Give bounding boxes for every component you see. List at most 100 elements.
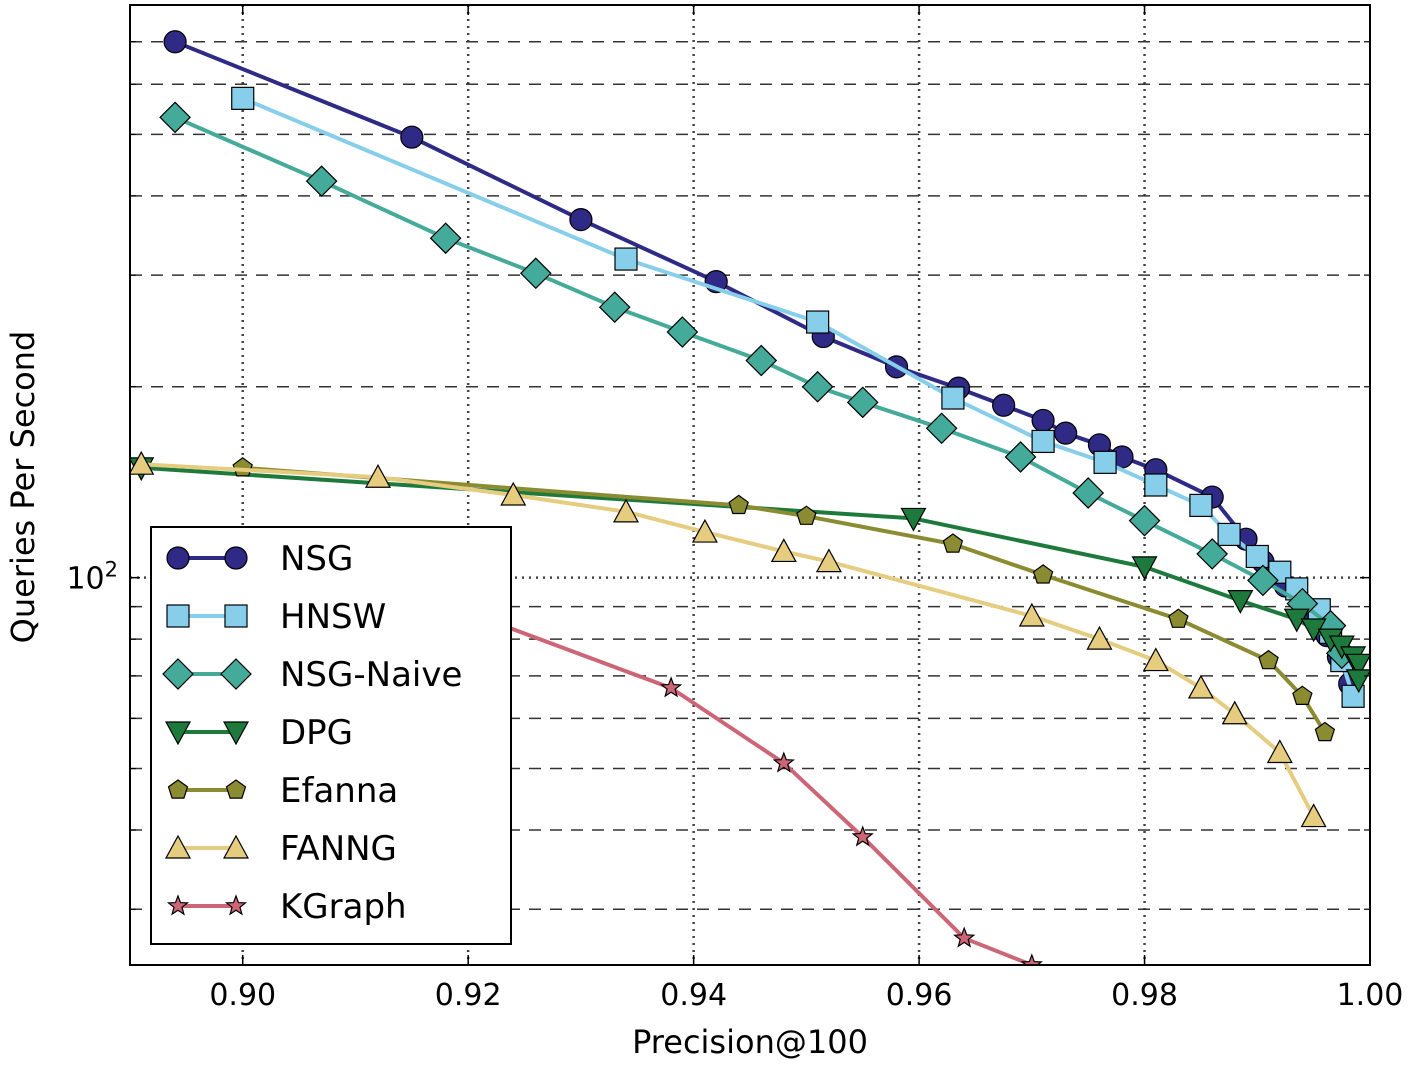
fanng-point — [1086, 625, 1113, 650]
legend-marker — [166, 894, 190, 916]
hnsw-point — [1144, 473, 1168, 497]
dpg-point — [1131, 556, 1158, 581]
legend-label: NSG-Naive — [280, 655, 462, 695]
nsg-naive-point — [1247, 564, 1279, 597]
fanng-point — [1300, 803, 1327, 828]
legend-label: FANNG — [280, 829, 397, 869]
x-tick-label: 0.94 — [660, 978, 727, 1013]
fanng-line — [141, 462, 1316, 818]
series-nsg-naive — [159, 101, 1358, 670]
hnsw-point — [614, 247, 638, 271]
legend-item-nsg-naive: NSG-Naive — [162, 655, 462, 695]
legend-marker — [222, 834, 250, 859]
efanna-point — [942, 533, 964, 553]
legend-item-nsg: NSG — [166, 539, 353, 579]
nsg-point — [569, 207, 593, 232]
fanng-point — [1221, 700, 1248, 725]
efanna-point — [1314, 721, 1336, 742]
hnsw-point — [1189, 493, 1213, 518]
hnsw-point — [1217, 522, 1241, 547]
efanna-point — [232, 457, 253, 477]
legend-marker — [224, 604, 248, 628]
legend-marker — [166, 604, 190, 628]
kgraph-point — [659, 676, 683, 698]
legend-item-fanng: FANNG — [164, 829, 397, 869]
legend-label: Efanna — [280, 771, 398, 811]
nsg-point — [1054, 421, 1078, 445]
y-tick-label: 102 — [66, 558, 118, 597]
nsg-naive-point — [1072, 477, 1105, 509]
kgraph-point — [851, 825, 874, 847]
fanng-point — [1142, 647, 1169, 672]
legend-marker — [164, 834, 192, 859]
axis-ticks: 0.90 0.92 0.94 0.96 0.98 1.00 102 — [66, 5, 1403, 1013]
legend: NSG HNSW NSG-Naive DPG Efanna FANNG KGraph — [150, 526, 512, 945]
series-dpg — [130, 457, 1370, 694]
nsg-naive-point — [925, 412, 958, 445]
fanng-point — [364, 463, 392, 488]
nsg-naive-point — [1196, 538, 1229, 570]
legend-item-kgraph: KGraph — [166, 887, 407, 927]
nsg-naive-point — [429, 222, 462, 255]
fanng-point — [130, 450, 155, 475]
dpg-point — [1227, 590, 1254, 614]
plot-frame — [129, 4, 1371, 966]
x-axis-title: Precision@100 — [632, 1023, 868, 1061]
legend-item-efanna: Efanna — [167, 771, 398, 811]
fanng-point — [500, 481, 527, 506]
efanna-point — [796, 505, 817, 525]
nsg-naive-point — [305, 165, 338, 197]
series-layer — [130, 30, 1370, 965]
hnsw-point — [231, 86, 255, 110]
grid-lines — [130, 5, 1370, 965]
nsg-point — [992, 393, 1016, 417]
efanna-point — [1168, 608, 1189, 628]
x-tick-label: 0.96 — [886, 978, 953, 1013]
nsg-point — [400, 125, 424, 149]
nsg-naive-point — [801, 370, 834, 403]
x-tick-label: 1.00 — [1337, 978, 1404, 1013]
hnsw-point — [1031, 429, 1055, 454]
fanng-point — [1266, 739, 1293, 764]
dpg-point — [900, 507, 927, 532]
efanna-point — [1292, 685, 1313, 706]
legend-marker — [164, 721, 192, 746]
kgraph-point — [953, 926, 976, 948]
hnsw-point — [806, 310, 830, 334]
nsg-naive-point — [666, 316, 699, 348]
legend-label: HNSW — [280, 597, 386, 637]
x-tick-label: 0.92 — [435, 978, 502, 1013]
legend-marker — [167, 779, 189, 799]
nsg-naive-point — [745, 344, 778, 377]
legend-label: DPG — [280, 713, 353, 753]
legend-marker — [162, 658, 194, 690]
hnsw-point — [1245, 544, 1269, 569]
efanna-point — [1032, 564, 1054, 584]
legend-box — [150, 526, 512, 945]
nsg-naive-point — [1004, 441, 1037, 473]
efanna-point — [1258, 649, 1279, 670]
series-fanng — [130, 450, 1327, 828]
fanng-point — [770, 538, 797, 563]
series-efanna — [232, 457, 1336, 742]
x-tick-label: 0.90 — [209, 978, 276, 1013]
nsg-point — [163, 30, 187, 54]
kgraph-point — [1020, 953, 1043, 965]
legend-label: KGraph — [280, 887, 407, 927]
dpg-point — [1345, 653, 1370, 678]
legend-label: NSG — [280, 539, 353, 579]
legend-marker — [225, 779, 247, 799]
nsg-point — [1031, 408, 1055, 433]
nsg-naive-point — [519, 257, 552, 290]
legend-marker — [224, 894, 248, 916]
legend-marker — [224, 546, 248, 570]
efanna-point — [728, 494, 749, 515]
nsg-naive-point — [159, 101, 191, 134]
hnsw-point — [1093, 450, 1117, 474]
x-tick-label: 0.98 — [1111, 978, 1178, 1013]
legend-marker — [222, 721, 250, 746]
fanng-point — [691, 518, 718, 543]
fanng-point — [815, 548, 842, 573]
nsg-naive-point — [1128, 504, 1161, 537]
